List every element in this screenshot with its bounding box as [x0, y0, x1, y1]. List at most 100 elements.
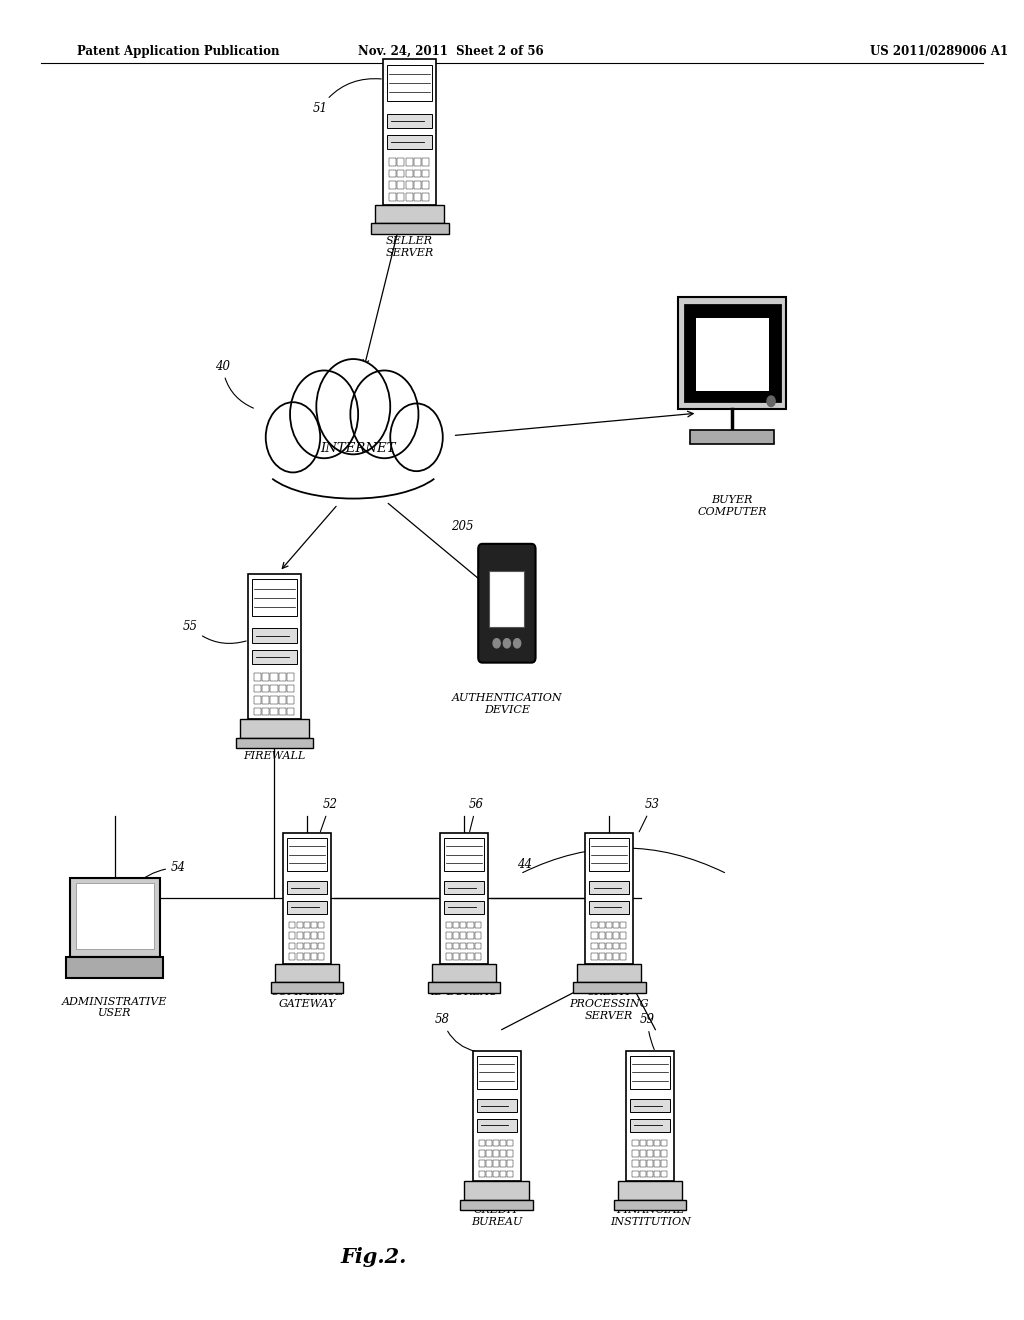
- FancyBboxPatch shape: [270, 685, 278, 692]
- FancyBboxPatch shape: [627, 1051, 674, 1181]
- FancyBboxPatch shape: [304, 942, 309, 949]
- FancyBboxPatch shape: [507, 1160, 513, 1167]
- FancyBboxPatch shape: [371, 223, 449, 234]
- FancyBboxPatch shape: [444, 838, 483, 871]
- FancyBboxPatch shape: [254, 708, 261, 715]
- FancyBboxPatch shape: [590, 882, 629, 895]
- FancyBboxPatch shape: [422, 193, 429, 201]
- Text: 54: 54: [135, 861, 186, 886]
- Text: 56: 56: [469, 797, 484, 832]
- FancyBboxPatch shape: [474, 921, 480, 928]
- Text: FIREWALL: FIREWALL: [244, 751, 305, 762]
- FancyBboxPatch shape: [252, 649, 297, 664]
- FancyBboxPatch shape: [599, 932, 605, 939]
- FancyBboxPatch shape: [640, 1150, 646, 1156]
- FancyBboxPatch shape: [422, 158, 429, 166]
- Text: 53: 53: [639, 797, 660, 832]
- Circle shape: [350, 371, 419, 458]
- FancyBboxPatch shape: [474, 953, 480, 960]
- FancyBboxPatch shape: [304, 953, 309, 960]
- FancyBboxPatch shape: [620, 921, 626, 928]
- FancyBboxPatch shape: [290, 932, 296, 939]
- FancyBboxPatch shape: [507, 1171, 513, 1177]
- FancyBboxPatch shape: [248, 574, 301, 719]
- FancyBboxPatch shape: [606, 953, 611, 960]
- FancyBboxPatch shape: [414, 170, 421, 177]
- FancyBboxPatch shape: [660, 1160, 667, 1167]
- FancyBboxPatch shape: [486, 1160, 493, 1167]
- FancyBboxPatch shape: [678, 297, 786, 409]
- FancyBboxPatch shape: [461, 942, 466, 949]
- FancyBboxPatch shape: [240, 719, 309, 738]
- FancyBboxPatch shape: [279, 708, 286, 715]
- FancyBboxPatch shape: [599, 942, 605, 949]
- FancyBboxPatch shape: [620, 932, 626, 939]
- FancyBboxPatch shape: [446, 942, 453, 949]
- FancyBboxPatch shape: [287, 696, 294, 704]
- FancyBboxPatch shape: [599, 953, 605, 960]
- Text: 58: 58: [435, 1012, 475, 1052]
- FancyBboxPatch shape: [287, 708, 294, 715]
- FancyBboxPatch shape: [494, 1150, 499, 1156]
- FancyBboxPatch shape: [287, 673, 294, 681]
- FancyBboxPatch shape: [444, 882, 483, 895]
- FancyBboxPatch shape: [633, 1171, 639, 1177]
- FancyBboxPatch shape: [254, 673, 261, 681]
- FancyBboxPatch shape: [287, 685, 294, 692]
- FancyBboxPatch shape: [387, 114, 432, 128]
- FancyBboxPatch shape: [467, 921, 473, 928]
- FancyBboxPatch shape: [275, 964, 339, 982]
- FancyBboxPatch shape: [317, 932, 324, 939]
- Circle shape: [265, 403, 321, 473]
- FancyBboxPatch shape: [647, 1139, 652, 1146]
- FancyBboxPatch shape: [494, 1139, 499, 1146]
- FancyBboxPatch shape: [317, 921, 324, 928]
- FancyBboxPatch shape: [297, 921, 303, 928]
- Circle shape: [514, 639, 520, 648]
- FancyBboxPatch shape: [631, 1056, 670, 1089]
- FancyBboxPatch shape: [612, 932, 618, 939]
- FancyBboxPatch shape: [660, 1171, 667, 1177]
- Text: Nov. 24, 2011  Sheet 2 of 56: Nov. 24, 2011 Sheet 2 of 56: [357, 45, 544, 58]
- FancyBboxPatch shape: [406, 181, 413, 189]
- FancyBboxPatch shape: [479, 1171, 485, 1177]
- FancyBboxPatch shape: [446, 921, 453, 928]
- FancyBboxPatch shape: [262, 685, 269, 692]
- FancyBboxPatch shape: [414, 193, 421, 201]
- FancyBboxPatch shape: [631, 1100, 670, 1111]
- FancyBboxPatch shape: [270, 673, 278, 681]
- FancyBboxPatch shape: [478, 544, 536, 663]
- FancyBboxPatch shape: [279, 685, 286, 692]
- FancyBboxPatch shape: [389, 158, 396, 166]
- FancyBboxPatch shape: [690, 430, 774, 444]
- Text: AUTHENTICATION
DEVICE: AUTHENTICATION DEVICE: [452, 693, 562, 714]
- FancyBboxPatch shape: [397, 193, 404, 201]
- FancyBboxPatch shape: [620, 953, 626, 960]
- FancyBboxPatch shape: [454, 942, 460, 949]
- Text: INTERNET: INTERNET: [321, 442, 396, 455]
- FancyBboxPatch shape: [479, 1139, 485, 1146]
- FancyBboxPatch shape: [440, 833, 487, 964]
- Text: 52: 52: [321, 797, 338, 832]
- FancyBboxPatch shape: [467, 953, 473, 960]
- FancyBboxPatch shape: [477, 1100, 516, 1111]
- FancyBboxPatch shape: [262, 708, 269, 715]
- FancyBboxPatch shape: [422, 181, 429, 189]
- FancyBboxPatch shape: [236, 738, 313, 748]
- Text: ID BUREAU: ID BUREAU: [430, 987, 498, 998]
- FancyBboxPatch shape: [500, 1160, 506, 1167]
- FancyBboxPatch shape: [70, 878, 160, 957]
- Circle shape: [390, 404, 442, 471]
- FancyBboxPatch shape: [592, 921, 598, 928]
- FancyBboxPatch shape: [279, 673, 286, 681]
- FancyBboxPatch shape: [375, 205, 444, 223]
- FancyBboxPatch shape: [389, 170, 396, 177]
- FancyBboxPatch shape: [317, 953, 324, 960]
- FancyBboxPatch shape: [389, 181, 396, 189]
- Text: 205: 205: [451, 520, 473, 533]
- FancyBboxPatch shape: [288, 882, 327, 895]
- FancyBboxPatch shape: [467, 942, 473, 949]
- FancyBboxPatch shape: [310, 953, 316, 960]
- FancyBboxPatch shape: [477, 1118, 516, 1131]
- Text: SELLER
SERVER: SELLER SERVER: [385, 236, 434, 257]
